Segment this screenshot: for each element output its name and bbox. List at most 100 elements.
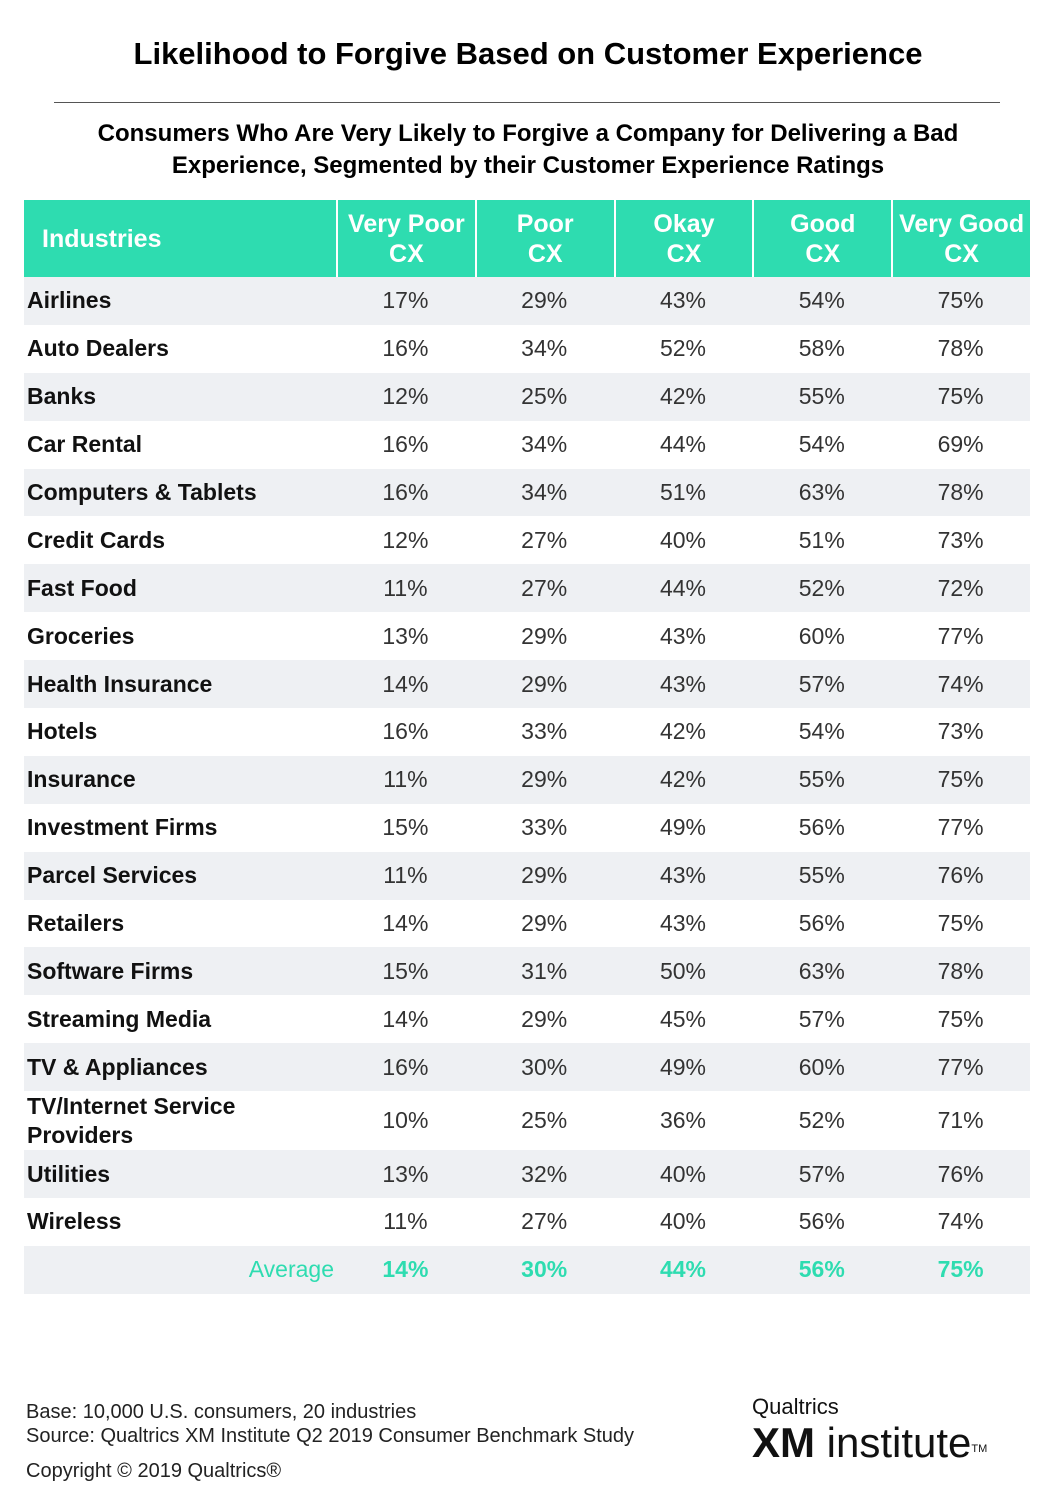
- header-good-cx: Good CX: [752, 200, 892, 277]
- table-row: Health Insurance 14% 29% 43% 57% 74%: [24, 660, 1030, 709]
- header-label: CX: [389, 239, 424, 268]
- value-cell: 73%: [891, 708, 1030, 756]
- value-cell: 14%: [336, 660, 475, 709]
- table-row: Groceries 13% 29% 43% 60% 77%: [24, 612, 1030, 661]
- value-cell: 29%: [474, 755, 614, 804]
- value-cell: 54%: [752, 277, 892, 325]
- value-cell: 43%: [613, 899, 753, 948]
- logo-xm-institute-text: XM instituteTM: [752, 1420, 1032, 1466]
- table-row: Computers & Tablets 16% 34% 51% 63% 78%: [24, 468, 1030, 517]
- value-cell: 77%: [891, 1043, 1030, 1092]
- industry-name: Insurance: [24, 755, 336, 804]
- value-cell: 15%: [336, 803, 475, 852]
- value-cell: 71%: [891, 1091, 1030, 1151]
- value-cell: 75%: [891, 277, 1030, 325]
- industry-name: Streaming Media: [24, 995, 336, 1044]
- value-cell: 54%: [752, 420, 892, 469]
- value-cell: 54%: [752, 708, 892, 756]
- value-cell: 44%: [613, 564, 753, 613]
- value-cell: 76%: [891, 851, 1030, 900]
- value-cell: 36%: [613, 1091, 753, 1151]
- value-cell: 33%: [474, 708, 614, 756]
- value-cell: 11%: [336, 755, 475, 804]
- value-cell: 56%: [752, 899, 892, 948]
- value-cell: 72%: [891, 564, 1030, 613]
- value-cell: 78%: [891, 468, 1030, 517]
- value-cell: 63%: [752, 468, 892, 517]
- value-cell: 52%: [752, 1091, 892, 1151]
- table-row: Streaming Media 14% 29% 45% 57% 75%: [24, 995, 1030, 1044]
- table-header-row: Industries Very Poor CX Poor CX Okay CX Goo…: [24, 200, 1030, 277]
- value-cell: 43%: [613, 851, 753, 900]
- value-cell: 51%: [613, 468, 753, 517]
- table-row: Banks 12% 25% 42% 55% 75%: [24, 372, 1030, 421]
- value-cell: 52%: [752, 564, 892, 613]
- value-cell: 78%: [891, 947, 1030, 996]
- value-cell: 76%: [891, 1150, 1030, 1199]
- average-row: Average 14% 30% 44% 56% 75%: [24, 1245, 1030, 1294]
- value-cell: 16%: [336, 1043, 475, 1092]
- industry-name: Groceries: [24, 612, 336, 661]
- value-cell: 27%: [474, 564, 614, 613]
- value-cell: 74%: [891, 660, 1030, 709]
- value-cell: 11%: [336, 564, 475, 613]
- table-row: Wireless 11% 27% 40% 56% 74%: [24, 1198, 1030, 1246]
- value-cell: 49%: [613, 1043, 753, 1092]
- industry-name: Parcel Services: [24, 851, 336, 900]
- average-value-cell: 14%: [336, 1245, 475, 1294]
- value-cell: 34%: [474, 468, 614, 517]
- industry-name: Wireless: [24, 1198, 336, 1246]
- value-cell: 44%: [613, 420, 753, 469]
- header-label: Poor: [516, 209, 574, 238]
- value-cell: 13%: [336, 1150, 475, 1199]
- value-cell: 75%: [891, 899, 1030, 948]
- header-label: CX: [805, 239, 841, 268]
- header-very-good-cx: Very Good CX: [891, 200, 1030, 277]
- industry-name: Computers & Tablets: [24, 468, 336, 517]
- value-cell: 29%: [474, 277, 614, 325]
- industry-name: Car Rental: [24, 420, 336, 469]
- value-cell: 32%: [474, 1150, 614, 1199]
- subtitle-line-2: Experience, Segmented by their Customer …: [171, 152, 885, 179]
- table-row: Hotels 16% 33% 42% 54% 73%: [24, 708, 1030, 756]
- average-label: Average: [24, 1245, 336, 1294]
- table-row: Investment Firms 15% 33% 49% 56% 77%: [24, 803, 1030, 852]
- value-cell: 16%: [336, 468, 475, 517]
- header-label: Very Poor: [348, 209, 465, 238]
- value-cell: 16%: [336, 420, 475, 469]
- value-cell: 63%: [752, 947, 892, 996]
- average-value-cell: 56%: [752, 1245, 892, 1294]
- value-cell: 40%: [613, 1198, 753, 1246]
- footer-source: Source: Qualtrics XM Institute Q2 2019 C…: [26, 1425, 635, 1447]
- value-cell: 75%: [891, 995, 1030, 1044]
- value-cell: 30%: [474, 1043, 614, 1092]
- logo-xm: XM: [752, 1419, 815, 1466]
- value-cell: 16%: [336, 708, 475, 756]
- average-value-cell: 75%: [891, 1245, 1030, 1294]
- value-cell: 74%: [891, 1198, 1030, 1246]
- value-cell: 29%: [474, 899, 614, 948]
- value-cell: 14%: [336, 899, 475, 948]
- value-cell: 27%: [474, 516, 614, 565]
- value-cell: 78%: [891, 324, 1030, 373]
- value-cell: 25%: [474, 372, 614, 421]
- value-cell: 60%: [752, 1043, 892, 1092]
- header-label: Very Good: [899, 209, 1025, 238]
- value-cell: 77%: [891, 803, 1030, 852]
- xm-institute-logo: Qualtrics XM instituteTM: [752, 1394, 1032, 1474]
- industry-name: TV & Appliances: [24, 1043, 336, 1092]
- value-cell: 14%: [336, 995, 475, 1044]
- industry-name: Fast Food: [24, 564, 336, 613]
- table-row: Auto Dealers 16% 34% 52% 58% 78%: [24, 324, 1030, 373]
- subtitle-line-1: Consumers Who Are Very Likely to Forgive…: [97, 120, 959, 147]
- value-cell: 12%: [336, 372, 475, 421]
- value-cell: 56%: [752, 1198, 892, 1246]
- value-cell: 29%: [474, 995, 614, 1044]
- value-cell: 40%: [613, 516, 753, 565]
- table-row: Insurance 11% 29% 42% 55% 75%: [24, 755, 1030, 804]
- footer-base: Base: 10,000 U.S. consumers, 20 industri…: [26, 1401, 417, 1423]
- average-value-cell: 44%: [613, 1245, 753, 1294]
- average-value-cell: 30%: [474, 1245, 614, 1294]
- industry-name: Investment Firms: [24, 803, 336, 852]
- table-row: TV & Appliances 16% 30% 49% 60% 77%: [24, 1043, 1030, 1092]
